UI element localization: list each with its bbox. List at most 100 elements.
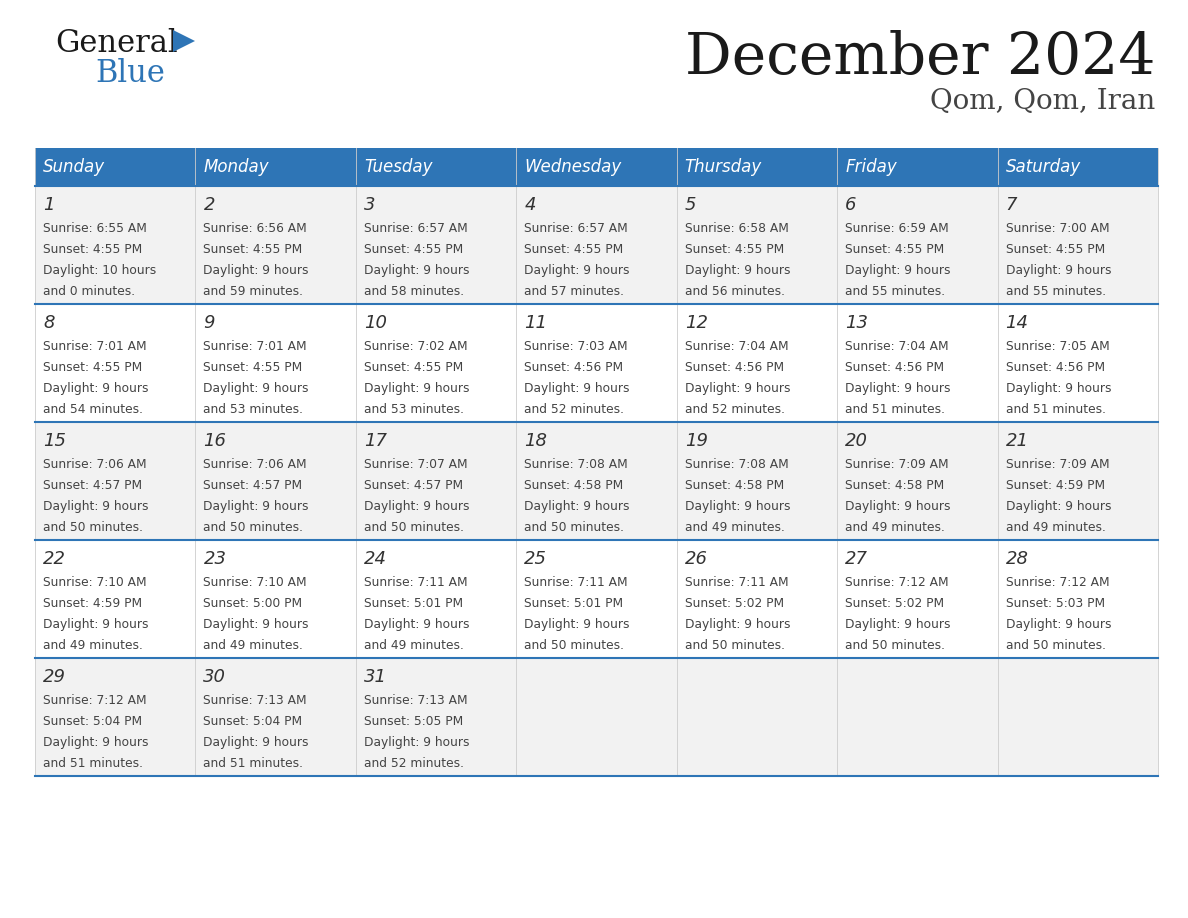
Text: Sunset: 4:57 PM: Sunset: 4:57 PM (43, 479, 143, 492)
Text: Sunrise: 6:57 AM: Sunrise: 6:57 AM (364, 222, 468, 235)
Text: Sunrise: 6:55 AM: Sunrise: 6:55 AM (43, 222, 147, 235)
Text: Sunrise: 7:01 AM: Sunrise: 7:01 AM (203, 340, 307, 353)
Text: Daylight: 9 hours: Daylight: 9 hours (524, 264, 630, 277)
Text: Daylight: 10 hours: Daylight: 10 hours (43, 264, 157, 277)
Text: Sunset: 4:56 PM: Sunset: 4:56 PM (845, 361, 944, 374)
Text: and 50 minutes.: and 50 minutes. (524, 521, 624, 534)
Polygon shape (173, 30, 195, 52)
Text: Sunset: 4:57 PM: Sunset: 4:57 PM (364, 479, 463, 492)
Text: Sunset: 4:55 PM: Sunset: 4:55 PM (364, 361, 463, 374)
Text: Sunset: 4:55 PM: Sunset: 4:55 PM (1005, 243, 1105, 256)
Text: Sunrise: 7:13 AM: Sunrise: 7:13 AM (364, 694, 468, 707)
Text: Sunset: 4:55 PM: Sunset: 4:55 PM (43, 361, 143, 374)
Text: and 55 minutes.: and 55 minutes. (1005, 285, 1106, 298)
Text: Daylight: 9 hours: Daylight: 9 hours (203, 500, 309, 513)
Text: Daylight: 9 hours: Daylight: 9 hours (1005, 618, 1111, 631)
Text: and 57 minutes.: and 57 minutes. (524, 285, 624, 298)
Text: Daylight: 9 hours: Daylight: 9 hours (364, 618, 469, 631)
Text: 19: 19 (684, 432, 708, 450)
Text: Sunset: 4:59 PM: Sunset: 4:59 PM (1005, 479, 1105, 492)
Text: and 50 minutes.: and 50 minutes. (845, 639, 946, 652)
Text: and 50 minutes.: and 50 minutes. (43, 521, 143, 534)
Text: 17: 17 (364, 432, 387, 450)
Text: Sunrise: 7:11 AM: Sunrise: 7:11 AM (524, 576, 628, 589)
Text: 6: 6 (845, 196, 857, 214)
Bar (34, 540, 1158, 658)
Text: Sunset: 4:58 PM: Sunset: 4:58 PM (845, 479, 944, 492)
Text: Daylight: 9 hours: Daylight: 9 hours (845, 264, 950, 277)
Text: and 50 minutes.: and 50 minutes. (364, 521, 463, 534)
Text: Sunset: 5:00 PM: Sunset: 5:00 PM (203, 597, 303, 610)
Text: 20: 20 (845, 432, 868, 450)
Text: and 52 minutes.: and 52 minutes. (524, 403, 624, 416)
Text: 22: 22 (43, 550, 67, 568)
Text: Daylight: 9 hours: Daylight: 9 hours (524, 618, 630, 631)
Text: and 49 minutes.: and 49 minutes. (364, 639, 463, 652)
Text: Sunrise: 7:06 AM: Sunrise: 7:06 AM (203, 458, 307, 471)
Text: 2: 2 (203, 196, 215, 214)
Text: Sunset: 4:55 PM: Sunset: 4:55 PM (684, 243, 784, 256)
Text: 23: 23 (203, 550, 227, 568)
Bar (677, 148, 838, 186)
Text: Sunrise: 7:09 AM: Sunrise: 7:09 AM (845, 458, 949, 471)
Text: Sunset: 5:02 PM: Sunset: 5:02 PM (845, 597, 944, 610)
Text: Daylight: 9 hours: Daylight: 9 hours (364, 736, 469, 749)
Text: 3: 3 (364, 196, 375, 214)
Text: Sunrise: 7:13 AM: Sunrise: 7:13 AM (203, 694, 307, 707)
Text: Daylight: 9 hours: Daylight: 9 hours (43, 500, 148, 513)
Text: Sunset: 4:56 PM: Sunset: 4:56 PM (684, 361, 784, 374)
Text: 13: 13 (845, 314, 868, 332)
Text: and 49 minutes.: and 49 minutes. (43, 639, 143, 652)
Text: Daylight: 9 hours: Daylight: 9 hours (684, 618, 790, 631)
Text: Sunrise: 7:10 AM: Sunrise: 7:10 AM (43, 576, 146, 589)
Text: 27: 27 (845, 550, 868, 568)
Text: 30: 30 (203, 668, 227, 686)
Text: Sunrise: 7:11 AM: Sunrise: 7:11 AM (684, 576, 789, 589)
Text: and 49 minutes.: and 49 minutes. (684, 521, 784, 534)
Text: Tuesday: Tuesday (364, 158, 432, 176)
Text: Sunrise: 7:11 AM: Sunrise: 7:11 AM (364, 576, 468, 589)
Text: Sunrise: 7:08 AM: Sunrise: 7:08 AM (524, 458, 628, 471)
Text: Sunset: 5:05 PM: Sunset: 5:05 PM (364, 715, 463, 728)
Text: 15: 15 (43, 432, 67, 450)
Text: 9: 9 (203, 314, 215, 332)
Text: Sunrise: 7:05 AM: Sunrise: 7:05 AM (1005, 340, 1110, 353)
Bar (34, 186, 1158, 304)
Text: Sunrise: 7:10 AM: Sunrise: 7:10 AM (203, 576, 307, 589)
Text: and 53 minutes.: and 53 minutes. (203, 403, 303, 416)
Text: Daylight: 9 hours: Daylight: 9 hours (364, 500, 469, 513)
Bar (998, 148, 1158, 186)
Text: Blue: Blue (95, 58, 165, 89)
Text: and 49 minutes.: and 49 minutes. (203, 639, 303, 652)
Text: Daylight: 9 hours: Daylight: 9 hours (524, 382, 630, 395)
Text: Sunrise: 7:04 AM: Sunrise: 7:04 AM (845, 340, 949, 353)
Text: Sunrise: 7:01 AM: Sunrise: 7:01 AM (43, 340, 146, 353)
Text: Daylight: 9 hours: Daylight: 9 hours (203, 618, 309, 631)
Text: Sunrise: 7:02 AM: Sunrise: 7:02 AM (364, 340, 468, 353)
Text: and 49 minutes.: and 49 minutes. (1005, 521, 1106, 534)
Text: 4: 4 (524, 196, 536, 214)
Text: Sunrise: 6:59 AM: Sunrise: 6:59 AM (845, 222, 949, 235)
Text: Daylight: 9 hours: Daylight: 9 hours (1005, 382, 1111, 395)
Text: Sunset: 4:56 PM: Sunset: 4:56 PM (1005, 361, 1105, 374)
Text: Thursday: Thursday (684, 158, 762, 176)
Text: and 59 minutes.: and 59 minutes. (203, 285, 303, 298)
Text: Sunrise: 7:09 AM: Sunrise: 7:09 AM (1005, 458, 1110, 471)
Text: Sunrise: 7:08 AM: Sunrise: 7:08 AM (684, 458, 789, 471)
Text: Sunday: Sunday (43, 158, 105, 176)
Text: Sunset: 4:55 PM: Sunset: 4:55 PM (203, 243, 303, 256)
Text: Sunset: 4:58 PM: Sunset: 4:58 PM (684, 479, 784, 492)
Text: Sunrise: 7:03 AM: Sunrise: 7:03 AM (524, 340, 628, 353)
Text: Daylight: 9 hours: Daylight: 9 hours (845, 500, 950, 513)
Text: 14: 14 (1005, 314, 1029, 332)
Text: and 51 minutes.: and 51 minutes. (43, 757, 143, 770)
Text: and 50 minutes.: and 50 minutes. (203, 521, 303, 534)
Text: General: General (55, 28, 178, 59)
Text: 28: 28 (1005, 550, 1029, 568)
Text: 12: 12 (684, 314, 708, 332)
Text: Sunset: 4:55 PM: Sunset: 4:55 PM (524, 243, 624, 256)
Text: and 53 minutes.: and 53 minutes. (364, 403, 463, 416)
Text: Sunrise: 7:12 AM: Sunrise: 7:12 AM (1005, 576, 1110, 589)
Text: and 54 minutes.: and 54 minutes. (43, 403, 143, 416)
Bar (34, 658, 1158, 776)
